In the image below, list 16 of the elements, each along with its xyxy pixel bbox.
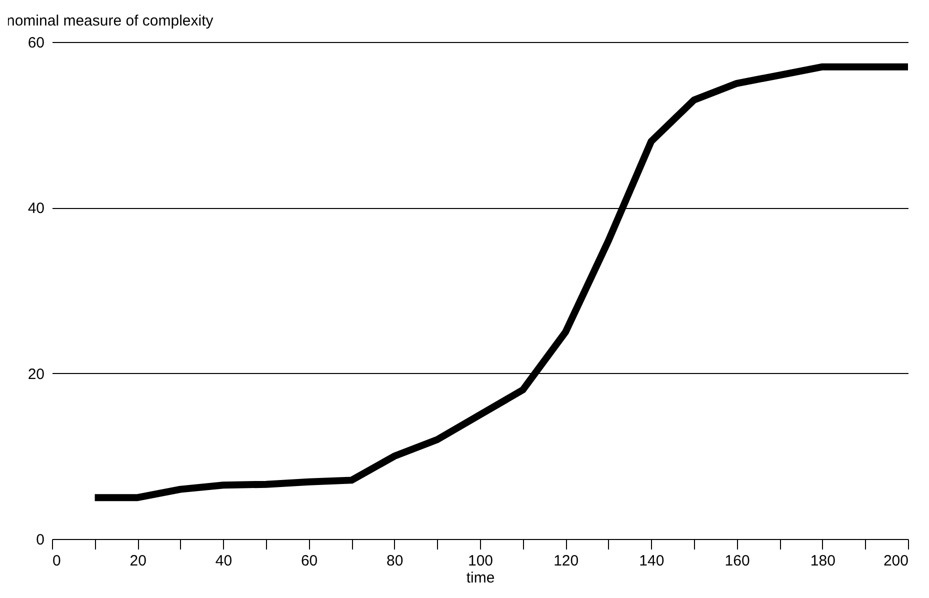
y-tick-label: 20 [28,366,44,383]
x-tick-label: 60 [300,552,318,570]
x-tick-label: 140 [639,552,664,570]
x-tick-label: 200 [883,552,908,570]
x-tick-label: 160 [724,552,750,570]
y-tick-label: 40 [28,200,44,218]
x-tick-label: 0 [52,552,61,570]
y-tick-label: 0 [36,532,44,548]
x-tick-label: 100 [468,552,494,570]
x-axis-title: time [466,570,495,586]
x-tick-label: 20 [130,552,146,570]
x-tick-label: 40 [215,552,232,570]
x-tick-label: 120 [554,552,579,570]
x-tick-label: 180 [810,552,836,570]
x-tick-label: 80 [386,552,404,570]
y-tick-label: 60 [28,34,44,52]
